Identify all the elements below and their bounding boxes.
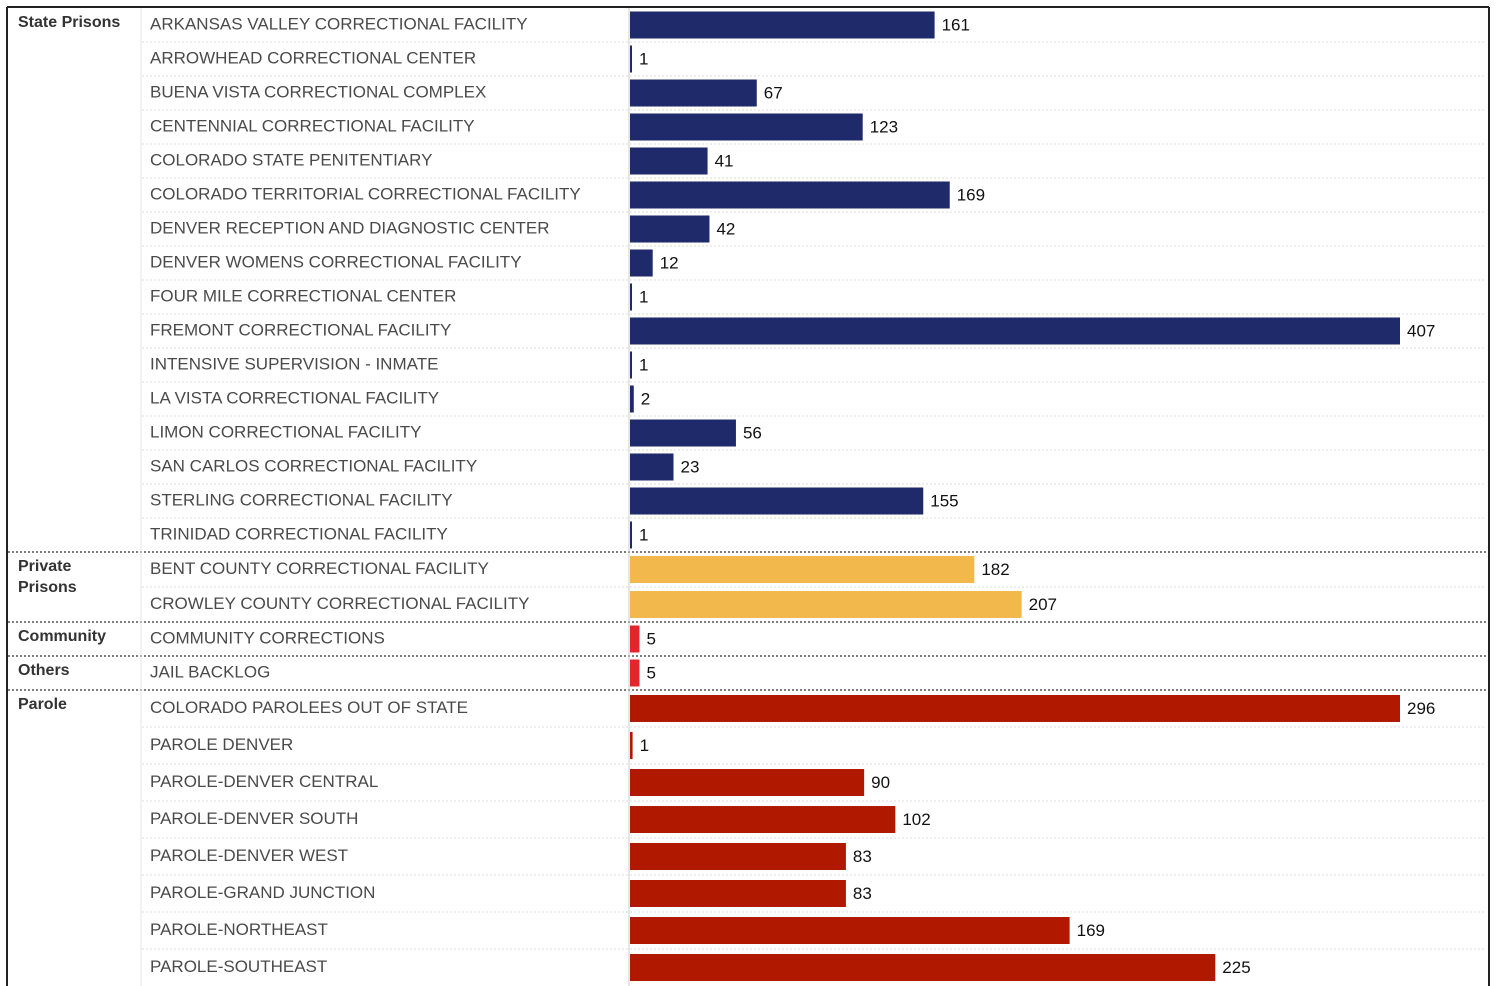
bar	[630, 79, 757, 107]
value-label: 182	[981, 560, 1009, 579]
bar	[630, 843, 846, 870]
group-label: Others	[18, 662, 70, 679]
bar	[630, 954, 1216, 981]
bar	[630, 351, 632, 379]
category-label: STERLING CORRECTIONAL FACILITY	[150, 490, 453, 509]
bar	[630, 556, 975, 583]
value-label: 123	[870, 117, 898, 136]
bar	[630, 385, 634, 413]
value-label: 169	[957, 185, 985, 204]
value-label: 1	[639, 355, 648, 374]
category-label: DENVER RECEPTION AND DIAGNOSTIC CENTER	[150, 218, 550, 237]
bar	[630, 317, 1400, 345]
category-label: PAROLE-GRAND JUNCTION	[150, 883, 375, 902]
bar	[630, 419, 736, 447]
category-label: PAROLE-SOUTHEAST	[150, 957, 327, 976]
value-label: 12	[660, 253, 679, 272]
value-label: 2	[641, 389, 650, 408]
value-label: 1	[639, 287, 648, 306]
category-label: CROWLEY COUNTY CORRECTIONAL FACILITY	[150, 594, 529, 613]
category-label: PAROLE DENVER	[150, 735, 293, 754]
value-label: 169	[1077, 921, 1105, 940]
category-label: COLORADO TERRITORIAL CORRECTIONAL FACILI…	[150, 184, 581, 203]
category-label: ARKANSAS VALLEY CORRECTIONAL FACILITY	[150, 14, 528, 33]
category-label: JAIL BACKLOG	[150, 662, 270, 681]
bar	[630, 249, 653, 277]
category-label: FREMONT CORRECTIONAL FACILITY	[150, 320, 451, 339]
category-label: PAROLE-DENVER CENTRAL	[150, 772, 378, 791]
bar	[630, 113, 863, 141]
category-label: INTENSIVE SUPERVISION - INMATE	[150, 354, 438, 373]
bar	[630, 659, 640, 687]
bar	[630, 487, 924, 515]
value-label: 56	[743, 423, 762, 442]
bar	[630, 11, 935, 39]
value-label: 161	[942, 15, 970, 34]
category-label: BUENA VISTA CORRECTIONAL COMPLEX	[150, 82, 486, 101]
category-label: ARROWHEAD CORRECTIONAL CENTER	[150, 48, 476, 67]
value-label: 41	[715, 151, 734, 170]
bar	[630, 695, 1400, 722]
value-label: 207	[1029, 595, 1057, 614]
bar	[630, 732, 633, 759]
category-label: TRINIDAD CORRECTIONAL FACILITY	[150, 524, 448, 543]
bar	[630, 283, 632, 311]
bar	[630, 625, 640, 653]
category-label: COLORADO STATE PENITENTIARY	[150, 150, 432, 169]
bar	[630, 45, 632, 73]
value-label: 155	[930, 491, 958, 510]
value-label: 225	[1222, 958, 1250, 977]
bar	[630, 880, 846, 907]
bar	[630, 769, 865, 796]
category-label: LA VISTA CORRECTIONAL FACILITY	[150, 388, 439, 407]
category-label: PAROLE-DENVER SOUTH	[150, 809, 358, 828]
group-label: Private Prisons	[18, 558, 77, 596]
category-label: COLORADO PAROLEES OUT OF STATE	[150, 698, 468, 717]
value-label: 1	[639, 49, 648, 68]
value-label: 407	[1407, 321, 1435, 340]
category-label: CENTENNIAL CORRECTIONAL FACILITY	[150, 116, 475, 135]
value-label: 83	[853, 884, 872, 903]
category-label: PAROLE-NORTHEAST	[150, 920, 328, 939]
category-label: LIMON CORRECTIONAL FACILITY	[150, 422, 421, 441]
value-label: 1	[640, 736, 649, 755]
bar	[630, 591, 1022, 618]
bar	[630, 181, 950, 209]
value-label: 1	[639, 525, 648, 544]
category-label: FOUR MILE CORRECTIONAL CENTER	[150, 286, 456, 305]
group-label: Community	[18, 628, 106, 645]
bar	[630, 453, 674, 481]
category-label: SAN CARLOS CORRECTIONAL FACILITY	[150, 456, 477, 475]
bar	[630, 147, 708, 175]
bar	[630, 215, 710, 243]
bar	[630, 806, 896, 833]
category-label: COMMUNITY CORRECTIONS	[150, 628, 385, 647]
value-label: 296	[1407, 699, 1435, 718]
value-label: 5	[646, 663, 655, 682]
category-label: PAROLE-DENVER WEST	[150, 846, 348, 865]
value-label: 90	[871, 773, 890, 792]
category-label: DENVER WOMENS CORRECTIONAL FACILITY	[150, 252, 522, 271]
group-label: State Prisons	[18, 14, 120, 31]
group-label: Parole	[18, 696, 67, 713]
value-label: 23	[681, 457, 700, 476]
value-label: 83	[853, 847, 872, 866]
category-label: BENT COUNTY CORRECTIONAL FACILITY	[150, 559, 489, 578]
bar	[630, 521, 632, 549]
value-label: 67	[764, 83, 783, 102]
value-label: 102	[902, 810, 930, 829]
value-label: 5	[646, 629, 655, 648]
value-label: 42	[716, 219, 735, 238]
bar	[630, 917, 1070, 944]
